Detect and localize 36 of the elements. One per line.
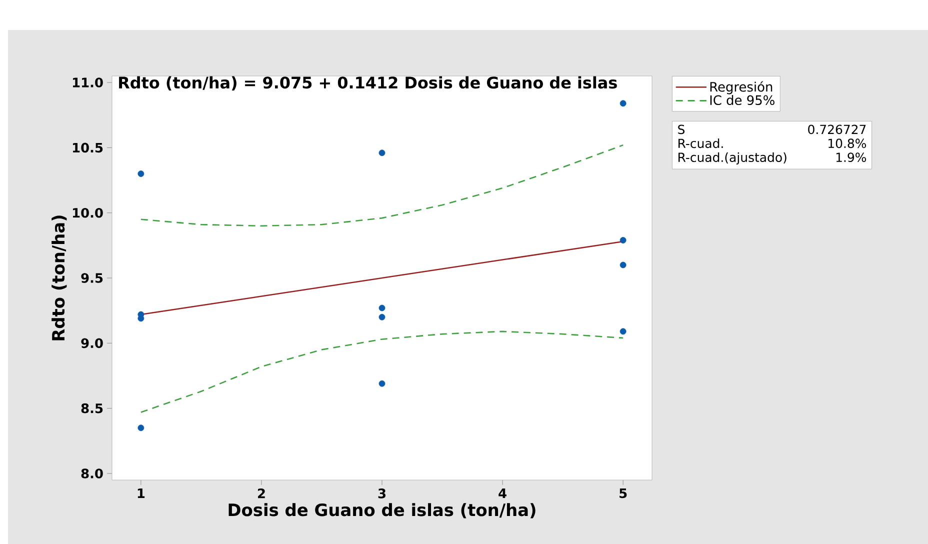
y-tick-label: 9.0 (81, 338, 103, 348)
point (138, 170, 144, 177)
x-tick-label: 5 (620, 488, 627, 498)
x-tick-label: 1 (138, 488, 145, 498)
y-axis-title: Rdto (ton/ha) (52, 216, 67, 340)
y-tick-label: 9.5 (81, 273, 103, 283)
x-tick-label: 2 (258, 488, 265, 498)
line-series (140, 144, 624, 227)
text: R-cuad.(ajustado) (678, 152, 786, 164)
text: 0.726727 (808, 124, 866, 134)
y-tick-label: 8.5 (81, 403, 103, 414)
y-tick-label: 11.0 (72, 78, 103, 88)
point (620, 237, 626, 244)
chart-title: Rdto (ton/ha) = 9.075 + 0.1412 Dosis de Guano de islas (119, 76, 617, 90)
point (378, 380, 386, 387)
point (620, 262, 626, 268)
y-tick-label: 8.0 (81, 468, 103, 478)
legend-label: Regresión (710, 81, 772, 94)
x-tick-label: 3 (378, 488, 386, 498)
point (138, 315, 144, 322)
text: 1.9% (836, 152, 866, 162)
point (138, 424, 144, 432)
point (378, 150, 386, 156)
x-tick-label: 4 (498, 488, 506, 498)
point (620, 328, 626, 335)
line-series (140, 330, 624, 413)
point (378, 314, 386, 320)
x-axis-title: Dosis de Guano de islas (ton/ha) (228, 503, 536, 518)
text: 10.8% (828, 138, 866, 148)
y-tick-label: 10.0 (72, 208, 103, 218)
point (620, 100, 626, 107)
text: R-cuad. (678, 138, 723, 148)
legend-label: IC de 95% (710, 95, 774, 106)
y-tick-label: 10.5 (72, 142, 103, 153)
point (378, 304, 386, 312)
text: S (678, 124, 685, 134)
